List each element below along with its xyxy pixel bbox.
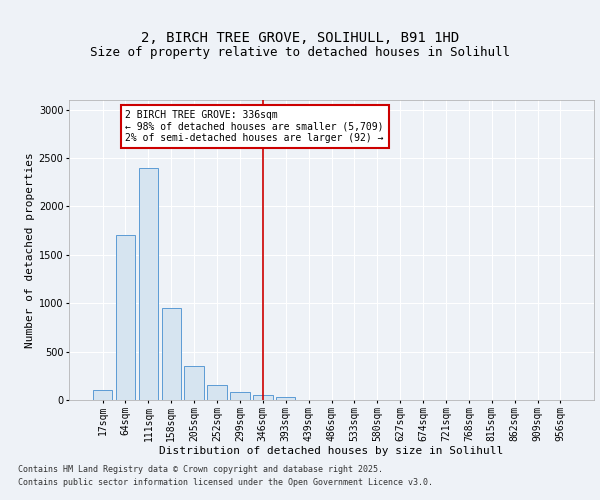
Bar xyxy=(230,392,250,400)
Bar xyxy=(253,395,272,400)
Y-axis label: Number of detached properties: Number of detached properties xyxy=(25,152,35,348)
Bar xyxy=(93,390,112,400)
Bar xyxy=(116,236,135,400)
Bar xyxy=(139,168,158,400)
Bar xyxy=(161,308,181,400)
Bar xyxy=(184,366,204,400)
X-axis label: Distribution of detached houses by size in Solihull: Distribution of detached houses by size … xyxy=(160,446,503,456)
Text: Contains public sector information licensed under the Open Government Licence v3: Contains public sector information licen… xyxy=(18,478,433,487)
Text: Contains HM Land Registry data © Crown copyright and database right 2025.: Contains HM Land Registry data © Crown c… xyxy=(18,466,383,474)
Text: Size of property relative to detached houses in Solihull: Size of property relative to detached ho… xyxy=(90,46,510,59)
Bar xyxy=(208,386,227,400)
Text: 2, BIRCH TREE GROVE, SOLIHULL, B91 1HD: 2, BIRCH TREE GROVE, SOLIHULL, B91 1HD xyxy=(141,30,459,44)
Text: 2 BIRCH TREE GROVE: 336sqm
← 98% of detached houses are smaller (5,709)
2% of se: 2 BIRCH TREE GROVE: 336sqm ← 98% of deta… xyxy=(125,110,384,143)
Bar xyxy=(276,397,295,400)
